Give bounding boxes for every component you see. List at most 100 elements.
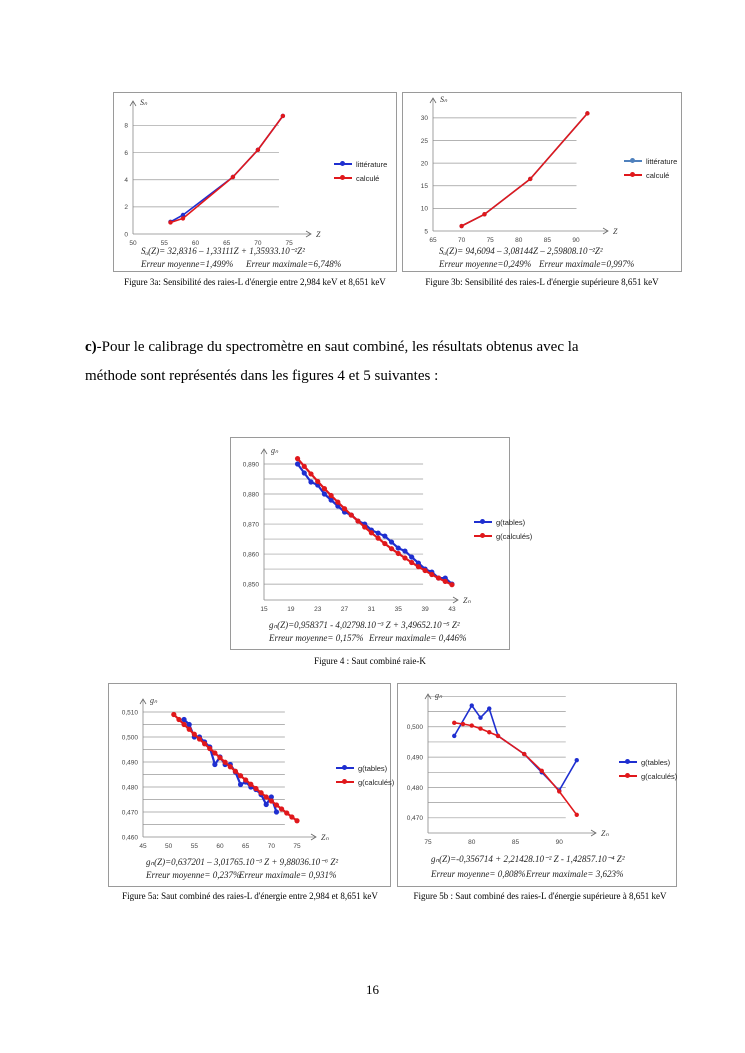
x-tick-label: 50 [165, 843, 173, 850]
data-point [258, 790, 264, 796]
data-point [263, 801, 269, 808]
data-point [171, 711, 177, 718]
y-tick-label: 0,850 [243, 581, 260, 588]
data-point [294, 461, 301, 467]
paragraph-line-2: méthode sont représentés dans les figure… [85, 368, 439, 384]
data-point [522, 751, 527, 757]
series-line-calculated [454, 722, 578, 816]
data-point [321, 486, 328, 492]
figure-caption: Figure 3b: Sensibilité des raies-L d'éne… [425, 277, 659, 287]
y-tick-label: 0,460 [122, 834, 139, 841]
y-axis-arrow-icon [139, 698, 147, 705]
legend-label: g(calculés) [496, 532, 533, 541]
paragraph-line-1: -Pour le calibrage du spectromètre en sa… [96, 339, 579, 355]
x-axis-arrow-icon [602, 227, 609, 235]
legend-marker-icon [630, 172, 635, 177]
data-point [328, 492, 334, 499]
data-point [469, 723, 474, 728]
data-point [429, 571, 435, 578]
legend-label: g(calculés) [358, 778, 395, 787]
y-axis-arrow-icon [129, 100, 137, 107]
legend: littérature calculé [624, 157, 684, 187]
figure-caption: Figure 4 : Saut combiné raie-K [314, 656, 426, 666]
data-point [294, 456, 301, 462]
data-point [442, 578, 448, 584]
data-point [180, 216, 186, 221]
data-point [395, 550, 401, 557]
figure-fig5b: gₙ Zₙ 75 80 85 90 0,470 0,480 0,490 0,500 g(tables… [397, 683, 677, 887]
data-point [415, 564, 421, 570]
x-tick-label: 35 [395, 606, 403, 613]
data-point [482, 212, 487, 217]
section-label: c) [85, 339, 97, 355]
x-tick-label: 65 [223, 240, 231, 247]
mean-error: Erreur moyenne=1,499% [141, 259, 234, 269]
data-point [362, 524, 368, 530]
figure-fig4: gₙ Zₙ 15 19 23 27 31 35 39 43 0,850 0,860 0,870 0,880… [230, 437, 532, 650]
y-axis-arrow-icon [429, 97, 437, 104]
x-tick-label: 80 [515, 237, 523, 244]
y-axis-label: gₙ [150, 696, 158, 705]
data-point [301, 470, 307, 476]
y-tick-label: 8 [124, 123, 128, 130]
max-error: Erreur maximale= 0,446% [369, 633, 467, 643]
y-tick-label: 0,510 [122, 709, 139, 716]
x-tick-label: 60 [216, 843, 224, 850]
data-point [415, 560, 421, 566]
x-tick-label: 75 [286, 240, 294, 247]
x-tick-label: 60 [192, 240, 200, 247]
x-axis-label: Zₙ [601, 829, 609, 838]
y-tick-label: 6 [124, 150, 128, 157]
y-tick-label: 4 [124, 177, 128, 184]
data-point [478, 715, 483, 720]
x-tick-label: 31 [368, 606, 376, 613]
body-paragraph: c)-Pour le calibrage du spectromètre en … [85, 333, 660, 391]
data-point [289, 814, 295, 820]
data-point [395, 545, 401, 551]
data-point [449, 582, 455, 588]
y-tick-label: 0,490 [122, 759, 139, 766]
y-tick-label: 20 [421, 160, 429, 167]
max-error: Erreur maximale= 0,931% [239, 870, 337, 880]
x-tick-label: 55 [161, 240, 169, 247]
x-axis-arrow-icon [310, 833, 317, 841]
y-tick-label: 0,480 [122, 784, 139, 791]
legend-label: g(tables) [496, 518, 526, 527]
series-line-reference [461, 112, 589, 227]
y-tick-label: 0,500 [122, 734, 139, 741]
series-line-calculated [461, 112, 589, 227]
x-axis-label: Zₙ [321, 833, 329, 842]
legend-label: g(tables) [358, 764, 388, 773]
x-tick-label: 70 [254, 240, 262, 247]
data-point [539, 768, 544, 773]
x-tick-label: 70 [458, 237, 466, 244]
y-tick-label: 0,870 [243, 521, 260, 528]
x-tick-label: 85 [512, 839, 520, 846]
figure-fig3b: Sₙ Z 65 70 75 80 85 90 5 10 15 20 25 30 littérature cal… [402, 92, 682, 272]
x-tick-label: 90 [556, 839, 564, 846]
data-point [459, 223, 464, 229]
x-axis-arrow-icon [452, 596, 459, 604]
data-point [435, 575, 442, 581]
data-point [402, 548, 408, 554]
x-tick-label: 80 [468, 839, 476, 846]
figure-caption: Figure 3a: Sensibilité des raies-L d'éne… [124, 277, 386, 287]
y-tick-label: 0,500 [407, 724, 424, 731]
x-tick-label: 15 [260, 606, 268, 613]
y-tick-label: 0 [124, 231, 128, 238]
data-point [237, 773, 244, 779]
x-tick-label: 43 [448, 606, 456, 613]
data-point [268, 794, 274, 800]
data-point [388, 539, 395, 545]
figure-caption: Figure 5a: Saut combiné des raies-L d'én… [122, 891, 378, 901]
data-point [186, 721, 192, 728]
legend-marker-icon [480, 519, 485, 524]
data-point [191, 731, 197, 737]
data-point [402, 555, 408, 561]
x-tick-label: 50 [129, 240, 137, 247]
data-point [248, 781, 254, 787]
x-tick-label: 27 [341, 606, 349, 613]
data-point [574, 757, 579, 763]
data-point [355, 518, 361, 524]
